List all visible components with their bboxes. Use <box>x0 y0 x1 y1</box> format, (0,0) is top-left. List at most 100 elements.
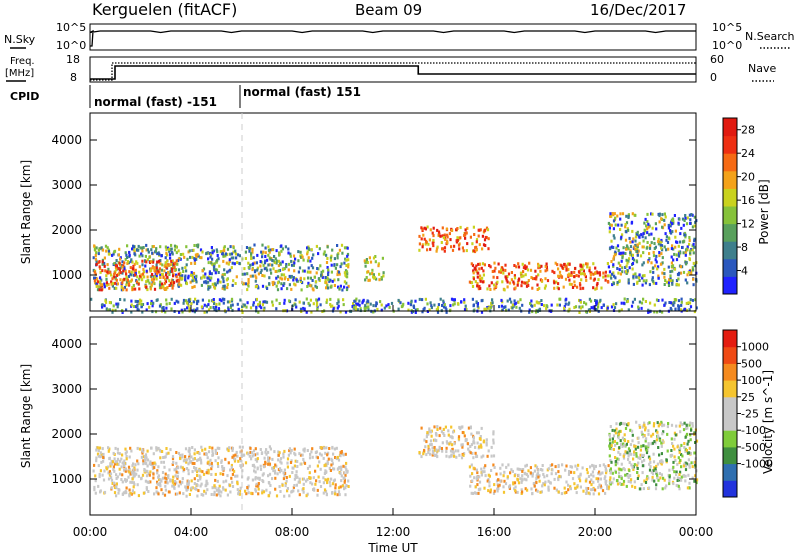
scatter-cell <box>629 240 632 244</box>
scatter-cell <box>115 485 118 489</box>
scatter-cell <box>684 278 687 282</box>
scatter-cell <box>320 453 323 457</box>
scatter-cell <box>293 477 296 481</box>
scatter-cell <box>468 465 471 469</box>
scatter-cell <box>613 440 616 443</box>
scatter-cell <box>531 492 534 496</box>
scatter-cell <box>659 262 663 266</box>
scatter-cell <box>144 469 147 473</box>
scatter-cell <box>299 250 302 254</box>
scatter-cell <box>409 303 412 307</box>
scatter-cell <box>679 232 682 236</box>
scatter-cell <box>668 482 671 486</box>
scatter-cell <box>553 271 556 275</box>
scatter-cell <box>239 464 242 468</box>
scatter-cell <box>235 256 238 260</box>
scatter-cell <box>569 487 572 491</box>
scatter-cell <box>577 475 580 479</box>
scatter-cell <box>641 425 644 429</box>
scatter-cell <box>105 274 108 278</box>
scatter-cell <box>97 484 100 488</box>
scatter-cell <box>273 255 276 258</box>
scatter-cell <box>147 250 150 254</box>
scatter-cell <box>159 276 162 279</box>
scatter-cell <box>486 228 490 232</box>
scatter-cell <box>92 469 95 473</box>
scatter-cell <box>254 447 257 451</box>
scatter-cell <box>604 475 607 479</box>
scatter-cell <box>283 494 286 498</box>
scatter-cell <box>566 273 570 277</box>
scatter-cell <box>167 451 170 455</box>
scatter-cell <box>152 452 155 456</box>
scatter-cell <box>663 212 666 216</box>
scatter-cell <box>678 461 681 465</box>
scatter-cell <box>448 232 451 236</box>
scatter-cell <box>98 472 101 476</box>
scatter-cell <box>660 420 663 424</box>
scatter-cell <box>251 451 254 455</box>
scatter-cell <box>172 281 176 285</box>
scatter-cell <box>94 257 97 261</box>
scatter-cell <box>133 474 136 478</box>
scatter-cell <box>281 483 284 487</box>
scatter-cell <box>476 275 479 279</box>
scatter-cell <box>339 284 342 288</box>
scatter-cell <box>137 494 140 498</box>
scatter-cell <box>114 281 117 285</box>
scatter-cell <box>214 448 217 452</box>
scatter-cell <box>315 301 319 305</box>
scatter-cell <box>146 302 149 306</box>
scatter-cell <box>683 445 686 449</box>
scatter-cell <box>267 462 270 466</box>
scatter-cell <box>579 300 582 304</box>
scatter-cell <box>422 452 425 456</box>
scatter-cell <box>479 435 482 438</box>
scatter-cell <box>582 286 585 290</box>
scatter-cell <box>95 284 98 288</box>
scatter-cell <box>685 449 688 452</box>
scatter-cell <box>450 454 453 458</box>
scatter-cell <box>485 441 488 445</box>
scatter-cell <box>238 445 241 449</box>
scatter-cell <box>257 303 260 307</box>
scatter-cell <box>141 259 144 263</box>
scatter-cell <box>442 305 446 309</box>
scatter-cell <box>616 461 619 465</box>
scatter-cell <box>652 469 655 473</box>
scatter-cell <box>520 273 523 277</box>
scatter-cell <box>477 287 480 291</box>
scatter-cell <box>139 246 142 250</box>
scatter-cell <box>271 300 274 304</box>
scatter-cell <box>93 279 96 283</box>
scatter-cell <box>141 473 145 477</box>
scatter-cell <box>489 265 492 269</box>
scatter-cell <box>647 310 650 314</box>
scatter-cell <box>670 261 673 265</box>
scatter-cell <box>277 259 281 263</box>
scatter-cell <box>215 488 219 492</box>
scatter-cell <box>354 304 358 308</box>
scatter-cell <box>102 452 105 456</box>
scatter-cell <box>222 280 225 284</box>
scatter-cell <box>563 308 566 312</box>
scatter-cell <box>99 489 102 493</box>
scatter-cell <box>674 245 677 249</box>
scatter-cell <box>479 286 482 290</box>
scatter-cell <box>628 469 631 473</box>
scatter-cell <box>542 472 545 476</box>
scatter-cell <box>210 253 213 257</box>
scatter-cell <box>184 485 188 489</box>
scatter-cell <box>661 487 664 491</box>
scatter-cell <box>598 483 601 487</box>
scatter-cell <box>524 487 527 491</box>
scatter-cell <box>171 269 174 273</box>
scatter-cell <box>196 494 199 498</box>
scatter-cell <box>664 301 667 305</box>
scatter-cell <box>158 267 161 271</box>
scatter-cell <box>344 452 347 456</box>
scatter-cell <box>346 246 349 250</box>
scatter-cell <box>275 249 278 253</box>
scatter-cell <box>281 260 284 264</box>
scatter-cell <box>215 302 218 306</box>
